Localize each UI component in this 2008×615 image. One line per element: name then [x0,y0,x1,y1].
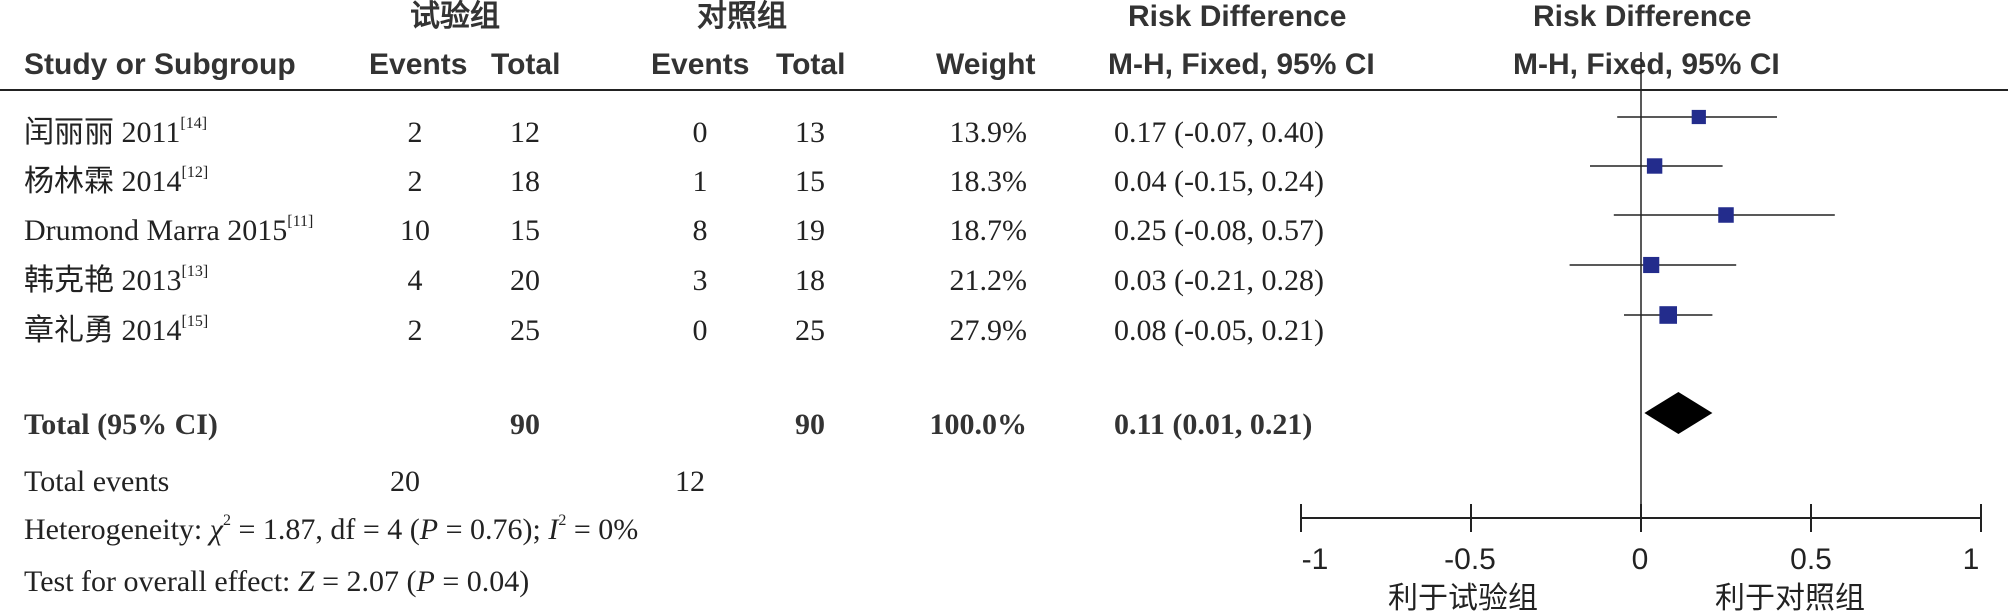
events-exp-value: 2 [407,314,423,347]
weight-value: 27.9% [949,314,1028,347]
weight-header: Weight [936,48,1036,81]
events-exp-value: 10 [400,214,430,247]
study-name: 章礼勇 2014[15] [24,313,209,347]
total-events-exp: 20 [390,465,420,498]
axis-tick-label: 0.5 [1790,543,1832,576]
ci-value: 0.08 (-0.05, 0.21) [1114,314,1324,347]
total-label: Total (95% CI) [24,408,218,441]
point-estimate-marker [1659,306,1678,324]
weight-value: 21.2% [949,264,1028,297]
total-ctrl-value: 25 [795,314,825,347]
group-header-experimental: 试验组 [410,0,500,33]
total-events-label: Total events [24,465,170,498]
ci-value: 0.03 (-0.21, 0.28) [1114,264,1324,297]
axis-tick-label: -1 [1301,543,1329,576]
pooled-estimate-diamond [1644,392,1713,434]
method-plot-header: M-H, Fixed, 95% CI [1513,48,1780,81]
study-name: 闰丽丽 2011[14] [24,115,208,149]
point-estimate-marker [1646,158,1663,174]
study-name: 杨林霖 2014[12] [24,164,209,198]
events-ctrl-value: 0 [692,314,708,347]
heterogeneity-text: Heterogeneity: χ2 = 1.87, df = 4 (P = 0.… [24,512,639,546]
study-reference: [14] [180,115,208,132]
study-reference: [11] [287,213,314,230]
total-ctrl-value: 18 [795,264,825,297]
overall-effect-text: Test for overall effect: Z = 2.07 (P = 0… [24,565,530,598]
method-header: M-H, Fixed, 95% CI [1108,48,1375,81]
rd-table-title: Risk Difference [1128,0,1347,33]
total-ctrl-value: 15 [795,165,825,198]
events-exp-value: 2 [407,165,423,198]
point-estimate-marker [1718,207,1734,223]
ci-value: 0.04 (-0.15, 0.24) [1114,165,1324,198]
weight-value: 18.7% [949,214,1028,247]
axis-tick-label: 0 [1631,543,1649,576]
axis-tick-label: 1 [1962,543,1980,576]
favours-experimental-label: 利于试验组 [1388,582,1538,615]
total-exp-value: 90 [510,408,540,441]
study-name: 韩克艳 2013[13] [24,263,209,297]
total-ci-value: 0.11 (0.01, 0.21) [1114,408,1313,441]
total-ctrl-value: 19 [795,214,825,247]
total-weight-value: 100.0% [929,408,1028,441]
point-estimate-marker [1643,256,1660,274]
study-column-header: Study or Subgroup [24,48,296,81]
study-reference: [13] [181,263,209,280]
weight-value: 18.3% [949,165,1028,198]
point-estimate-marker [1691,109,1706,125]
total-ctrl-value: 90 [795,408,825,441]
ci-value: 0.17 (-0.07, 0.40) [1114,116,1324,149]
total-exp-value: 25 [510,314,540,347]
total-events-ctrl: 12 [675,465,705,498]
events-ctrl-value: 8 [692,214,708,247]
favours-control-label: 利于对照组 [1715,582,1865,615]
study-reference: [15] [181,313,209,330]
events-ctrl-value: 3 [692,264,708,297]
axis-tick-label: -0.5 [1444,543,1496,576]
total-exp-value: 20 [510,264,540,297]
rd-plot-title: Risk Difference [1533,0,1752,33]
header-divider [0,89,2008,91]
events-exp-value: 2 [407,116,423,149]
events-exp-value: 4 [407,264,423,297]
total-exp-value: 12 [510,116,540,149]
events-ctrl-value: 1 [692,165,708,198]
total-ctrl-header: Total [776,48,846,81]
events-ctrl-value: 0 [692,116,708,149]
ci-value: 0.25 (-0.08, 0.57) [1114,214,1324,247]
study-reference: [12] [181,164,209,181]
total-exp-header: Total [491,48,561,81]
total-ctrl-value: 13 [795,116,825,149]
study-name: Drumond Marra 2015[11] [24,213,314,247]
total-exp-value: 15 [510,214,540,247]
total-exp-value: 18 [510,165,540,198]
events-exp-header: Events [369,48,468,81]
weight-value: 13.9% [949,116,1028,149]
group-header-control: 对照组 [697,0,787,33]
events-ctrl-header: Events [651,48,750,81]
